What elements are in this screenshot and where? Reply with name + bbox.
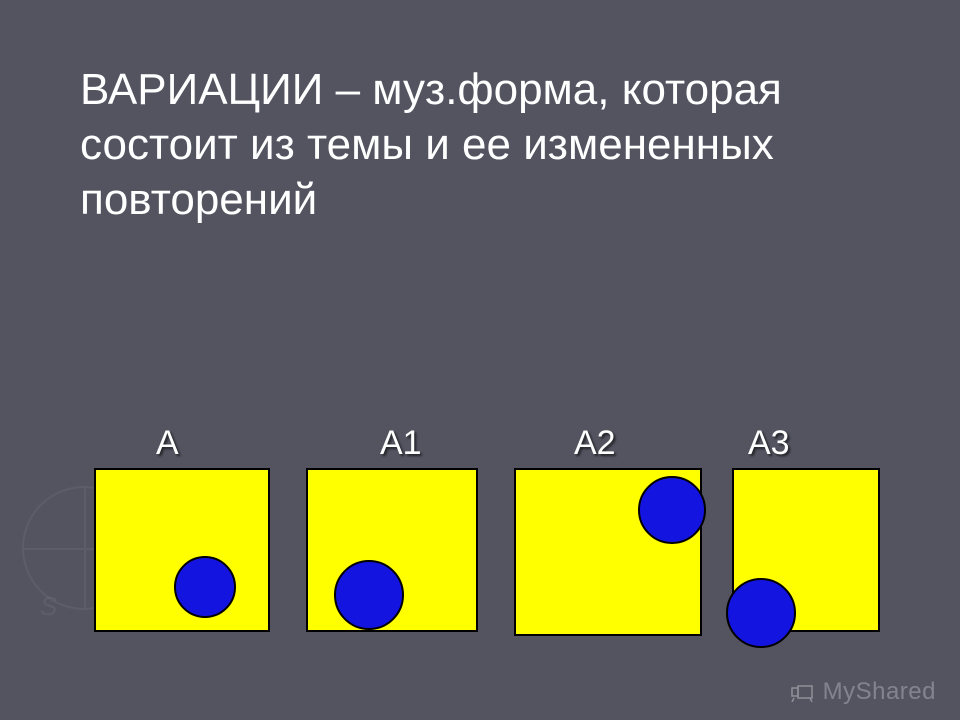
- variation-card-2: [514, 468, 702, 636]
- variation-label-0: А: [156, 424, 179, 463]
- variation-circle-3: [726, 578, 796, 648]
- projector-icon: [791, 682, 815, 702]
- variation-card-3: [732, 468, 880, 632]
- variation-label-3: А3: [748, 424, 790, 463]
- variation-circle-1: [334, 560, 404, 630]
- variation-card-1: [306, 468, 478, 632]
- variation-card-0: [94, 468, 270, 632]
- variation-label-1: А1: [380, 424, 422, 463]
- variation-circle-2: [638, 476, 706, 544]
- variation-circle-0: [174, 556, 236, 618]
- watermark: MyShared: [791, 678, 936, 706]
- variation-label-2: А2: [574, 424, 616, 463]
- variations-row: А А1 А2 А3: [80, 424, 900, 638]
- watermark-text: MyShared: [823, 678, 936, 706]
- definition-text: ВАРИАЦИИ – муз.форма, которая состоит из…: [80, 62, 860, 227]
- slide-content: ВАРИАЦИИ – муз.форма, которая состоит из…: [20, 12, 940, 708]
- variation-cards: [80, 468, 900, 638]
- variation-labels: А А1 А2 А3: [80, 424, 900, 464]
- slide: S ВАРИАЦИИ – муз.форма, которая состоит …: [0, 0, 960, 720]
